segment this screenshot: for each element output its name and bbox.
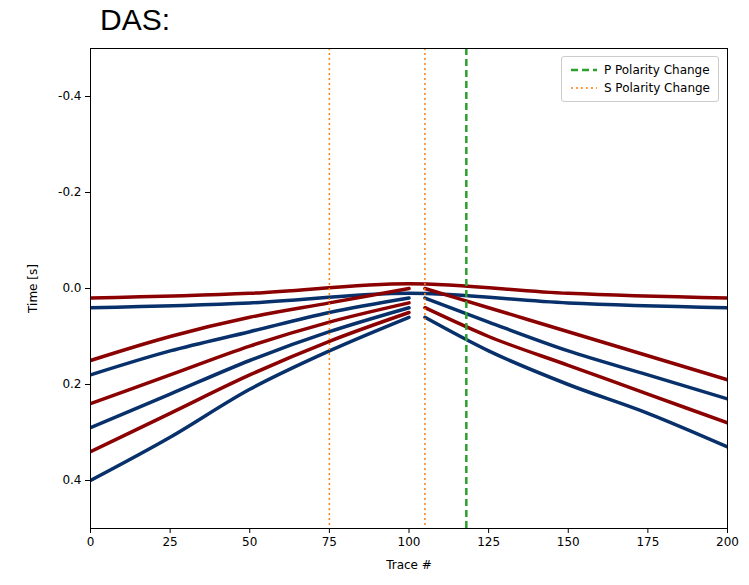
svg-text:200: 200 (716, 535, 739, 549)
svg-text:0.2: 0.2 (62, 377, 81, 391)
html-text:DAS:: DAS: (100, 3, 170, 36)
svg-text:100: 100 (398, 535, 421, 549)
html-text:S Polarity Change: S Polarity Change (603, 81, 710, 95)
svg-text:25: 25 (162, 535, 177, 549)
svg-text:175: 175 (636, 535, 659, 549)
svg-text:150: 150 (557, 535, 580, 549)
svg-text:75: 75 (322, 535, 337, 549)
svg-text:0.0: 0.0 (62, 281, 81, 295)
svg-text:Trace #: Trace # (385, 558, 432, 572)
svg-text:125: 125 (477, 535, 500, 549)
svg-text:50: 50 (242, 535, 257, 549)
svg-text:-0.2: -0.2 (58, 185, 81, 199)
svg-text:Time [s]: Time [s] (26, 264, 40, 314)
svg-text:0: 0 (87, 535, 95, 549)
svg-text:-0.4: -0.4 (58, 89, 81, 103)
html-text:P Polarity Change: P Polarity Change (603, 63, 710, 77)
svg-text:0.4: 0.4 (62, 473, 81, 487)
